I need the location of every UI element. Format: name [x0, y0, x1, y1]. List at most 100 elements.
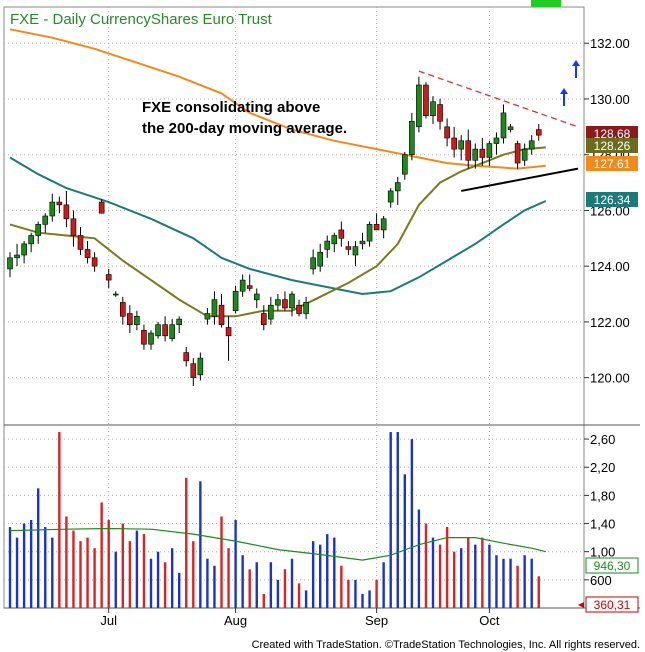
volume-bar	[283, 569, 287, 608]
candle-body	[479, 148, 486, 158]
price-label: 126.34	[594, 193, 631, 207]
resistance-trendline	[418, 70, 579, 128]
volume-bar	[37, 488, 40, 608]
candle-body	[211, 299, 218, 317]
volume-bar	[93, 548, 96, 608]
volume-bar	[290, 558, 294, 608]
candle-body	[253, 293, 260, 300]
volume-bar	[375, 579, 378, 608]
volume-bar	[304, 590, 308, 608]
candle-body	[331, 235, 338, 245]
volume-bar	[333, 537, 336, 608]
volume-bar	[530, 558, 533, 608]
x-tick-label: Jul	[100, 613, 117, 628]
volume-bar	[431, 537, 435, 608]
candle-body	[70, 218, 77, 236]
volume-bar	[502, 558, 505, 608]
volume-bar	[361, 593, 364, 608]
candle-body	[500, 112, 507, 139]
volume-tick-label: 2,20	[590, 460, 615, 475]
volume-bar	[227, 548, 230, 608]
candle-body	[472, 148, 479, 161]
volume-bar	[262, 593, 265, 608]
volume-tick-label: 1,00	[590, 545, 615, 560]
price-label-box	[586, 192, 638, 207]
volume-bar	[255, 562, 258, 608]
x-tick-label: Oct	[479, 613, 500, 628]
candle-body	[190, 363, 197, 378]
candle-body	[91, 257, 98, 267]
volume-bar	[192, 541, 195, 608]
volume-bar	[516, 565, 519, 608]
candle-body	[77, 235, 84, 250]
volume-bar	[354, 579, 357, 608]
candle-body	[401, 154, 408, 175]
volume-bar	[340, 565, 343, 608]
volume-bar	[234, 520, 237, 608]
candle-body	[296, 304, 302, 314]
volume-bar	[58, 432, 61, 608]
volume-bar	[319, 544, 322, 608]
candle-body	[21, 243, 27, 256]
price-tick-label: 126.00	[590, 203, 630, 218]
candle-body	[162, 324, 168, 337]
candle-body	[430, 101, 436, 116]
annotation-line-1: FXE consolidating above	[142, 99, 320, 116]
volume-bar	[424, 523, 428, 608]
candle-body	[120, 302, 126, 317]
volume-tick-label: 600	[590, 573, 612, 588]
volume-bar	[347, 579, 350, 608]
candle-body	[260, 313, 267, 325]
ma-200-line	[9, 28, 546, 170]
candle-body	[514, 143, 521, 164]
price-label: 127.61	[594, 157, 631, 171]
price-panel	[3, 6, 585, 426]
candle-body	[134, 316, 140, 325]
volume-bar	[220, 516, 223, 608]
up-arrow-icon	[560, 88, 568, 106]
volume-bar	[368, 590, 371, 608]
candle-body	[268, 304, 274, 320]
support-trendline	[461, 167, 579, 192]
candle-body	[423, 84, 429, 116]
candle-body	[35, 224, 42, 236]
volume-bar	[121, 523, 124, 608]
candle-body	[127, 313, 133, 325]
candle-body	[458, 140, 465, 150]
candle-body	[303, 302, 309, 314]
volume-label-box	[585, 557, 639, 574]
candle-body	[486, 143, 493, 158]
volume-bar	[241, 555, 244, 608]
candle-body	[176, 318, 182, 325]
candle-body	[49, 201, 56, 217]
candle-body	[528, 140, 535, 150]
candle-body	[493, 137, 500, 144]
candle-body	[275, 299, 281, 306]
price-tick-label: 132.00	[590, 36, 630, 51]
candle-body	[7, 257, 13, 270]
volume-bar	[199, 481, 202, 608]
volume-bar	[276, 579, 280, 608]
candle-body	[246, 285, 253, 289]
volume-bar	[51, 537, 54, 608]
chart-title: FXE - Daily CurrencyShares Euro Trust	[10, 11, 273, 28]
volume-bar	[135, 530, 139, 608]
candle-body	[366, 224, 373, 242]
candle-body	[380, 218, 387, 231]
price-tick-label: 122.00	[590, 315, 630, 330]
volume-bar	[213, 565, 216, 608]
candle-body	[451, 137, 457, 150]
candle-body	[112, 293, 119, 296]
candle-body	[521, 148, 528, 161]
volume-bar	[537, 576, 540, 608]
candle-body	[317, 251, 324, 267]
volume-label: 946,30	[594, 559, 631, 573]
candle-body	[84, 249, 91, 259]
candle-body	[394, 182, 401, 192]
volume-tick-label: 2,60	[590, 432, 615, 447]
volume-bar	[170, 548, 174, 608]
volume-marker-icon	[578, 602, 584, 608]
candle-body	[148, 332, 154, 345]
price-label: 128.26	[594, 139, 631, 153]
